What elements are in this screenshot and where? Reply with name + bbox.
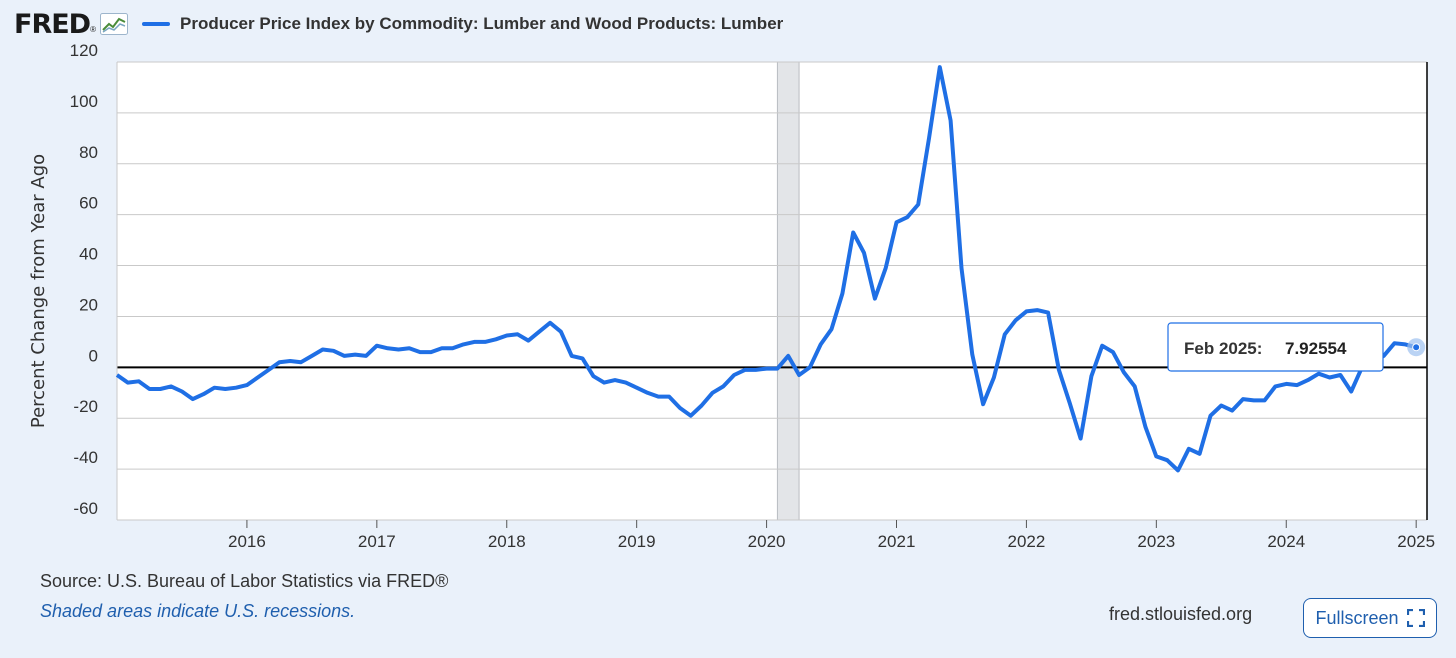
- series-title: Producer Price Index by Commodity: Lumbe…: [180, 14, 784, 33]
- x-tick-label: 2017: [358, 532, 396, 551]
- site-url[interactable]: fred.stlouisfed.org: [1109, 604, 1253, 624]
- plot-area: [117, 62, 1427, 520]
- fred-logo[interactable]: FRED ®: [14, 9, 128, 40]
- series-line: [115, 65, 1417, 473]
- x-tick-label: 2024: [1267, 532, 1305, 551]
- y-tick-label: -60: [73, 499, 98, 518]
- logo-registered-mark: ®: [90, 24, 96, 34]
- x-tick-label: 2025: [1397, 532, 1435, 551]
- y-tick-label: 20: [79, 295, 98, 314]
- tooltip-label: Feb 2025:: [1184, 339, 1262, 358]
- y-tick-label: -40: [73, 448, 98, 467]
- y-axis-title: Percent Change from Year Ago: [28, 154, 49, 428]
- x-axis-ticks: 2016 2017 2018 2019 2020 2021 2022 2023 2024 2025: [228, 520, 1435, 551]
- x-tick-label: 2022: [1008, 532, 1046, 551]
- x-tick-label: 2019: [618, 532, 656, 551]
- recession-layer: [776, 61, 800, 521]
- x-tick-label: 2023: [1137, 532, 1175, 551]
- x-tick-label: 2018: [488, 532, 526, 551]
- y-tick-label: 120: [70, 41, 98, 60]
- x-tick-label: 2021: [878, 532, 916, 551]
- logo-text: FRED: [14, 8, 91, 40]
- chart-header: FRED ® Producer Price Index by Commodity…: [14, 6, 783, 42]
- y-axis-ticks: 120 100 80 60 40 20 0 -20 -40 -60: [70, 41, 98, 518]
- source-text: Source: U.S. Bureau of Labor Statistics …: [40, 571, 449, 591]
- x-tick-label: 2016: [228, 532, 266, 551]
- hover-point[interactable]: [1412, 343, 1421, 352]
- legend-line-swatch: [142, 22, 170, 26]
- fred-trend-icon: [100, 13, 128, 35]
- y-tick-label: 40: [79, 245, 98, 264]
- series-layer: [115, 65, 1426, 473]
- x-tick-label: 2020: [748, 532, 786, 551]
- recession-note: Shaded areas indicate U.S. recessions.: [40, 601, 356, 621]
- y-tick-label: 80: [79, 143, 98, 162]
- y-tick-label: 60: [79, 194, 98, 213]
- y-tick-label: 0: [89, 346, 98, 365]
- y-tick-label: 100: [70, 92, 98, 111]
- tooltip-value: 7.92554: [1285, 339, 1347, 358]
- fullscreen-label: Fullscreen: [1315, 607, 1399, 628]
- chart-legend: Producer Price Index by Commodity: Lumbe…: [142, 14, 783, 34]
- tooltip: Feb 2025: 7.92554: [1167, 322, 1384, 372]
- expand-icon: [1406, 609, 1425, 627]
- fullscreen-button[interactable]: Fullscreen: [1303, 598, 1437, 638]
- recession-band: [776, 61, 800, 521]
- y-tick-label: -20: [73, 397, 98, 416]
